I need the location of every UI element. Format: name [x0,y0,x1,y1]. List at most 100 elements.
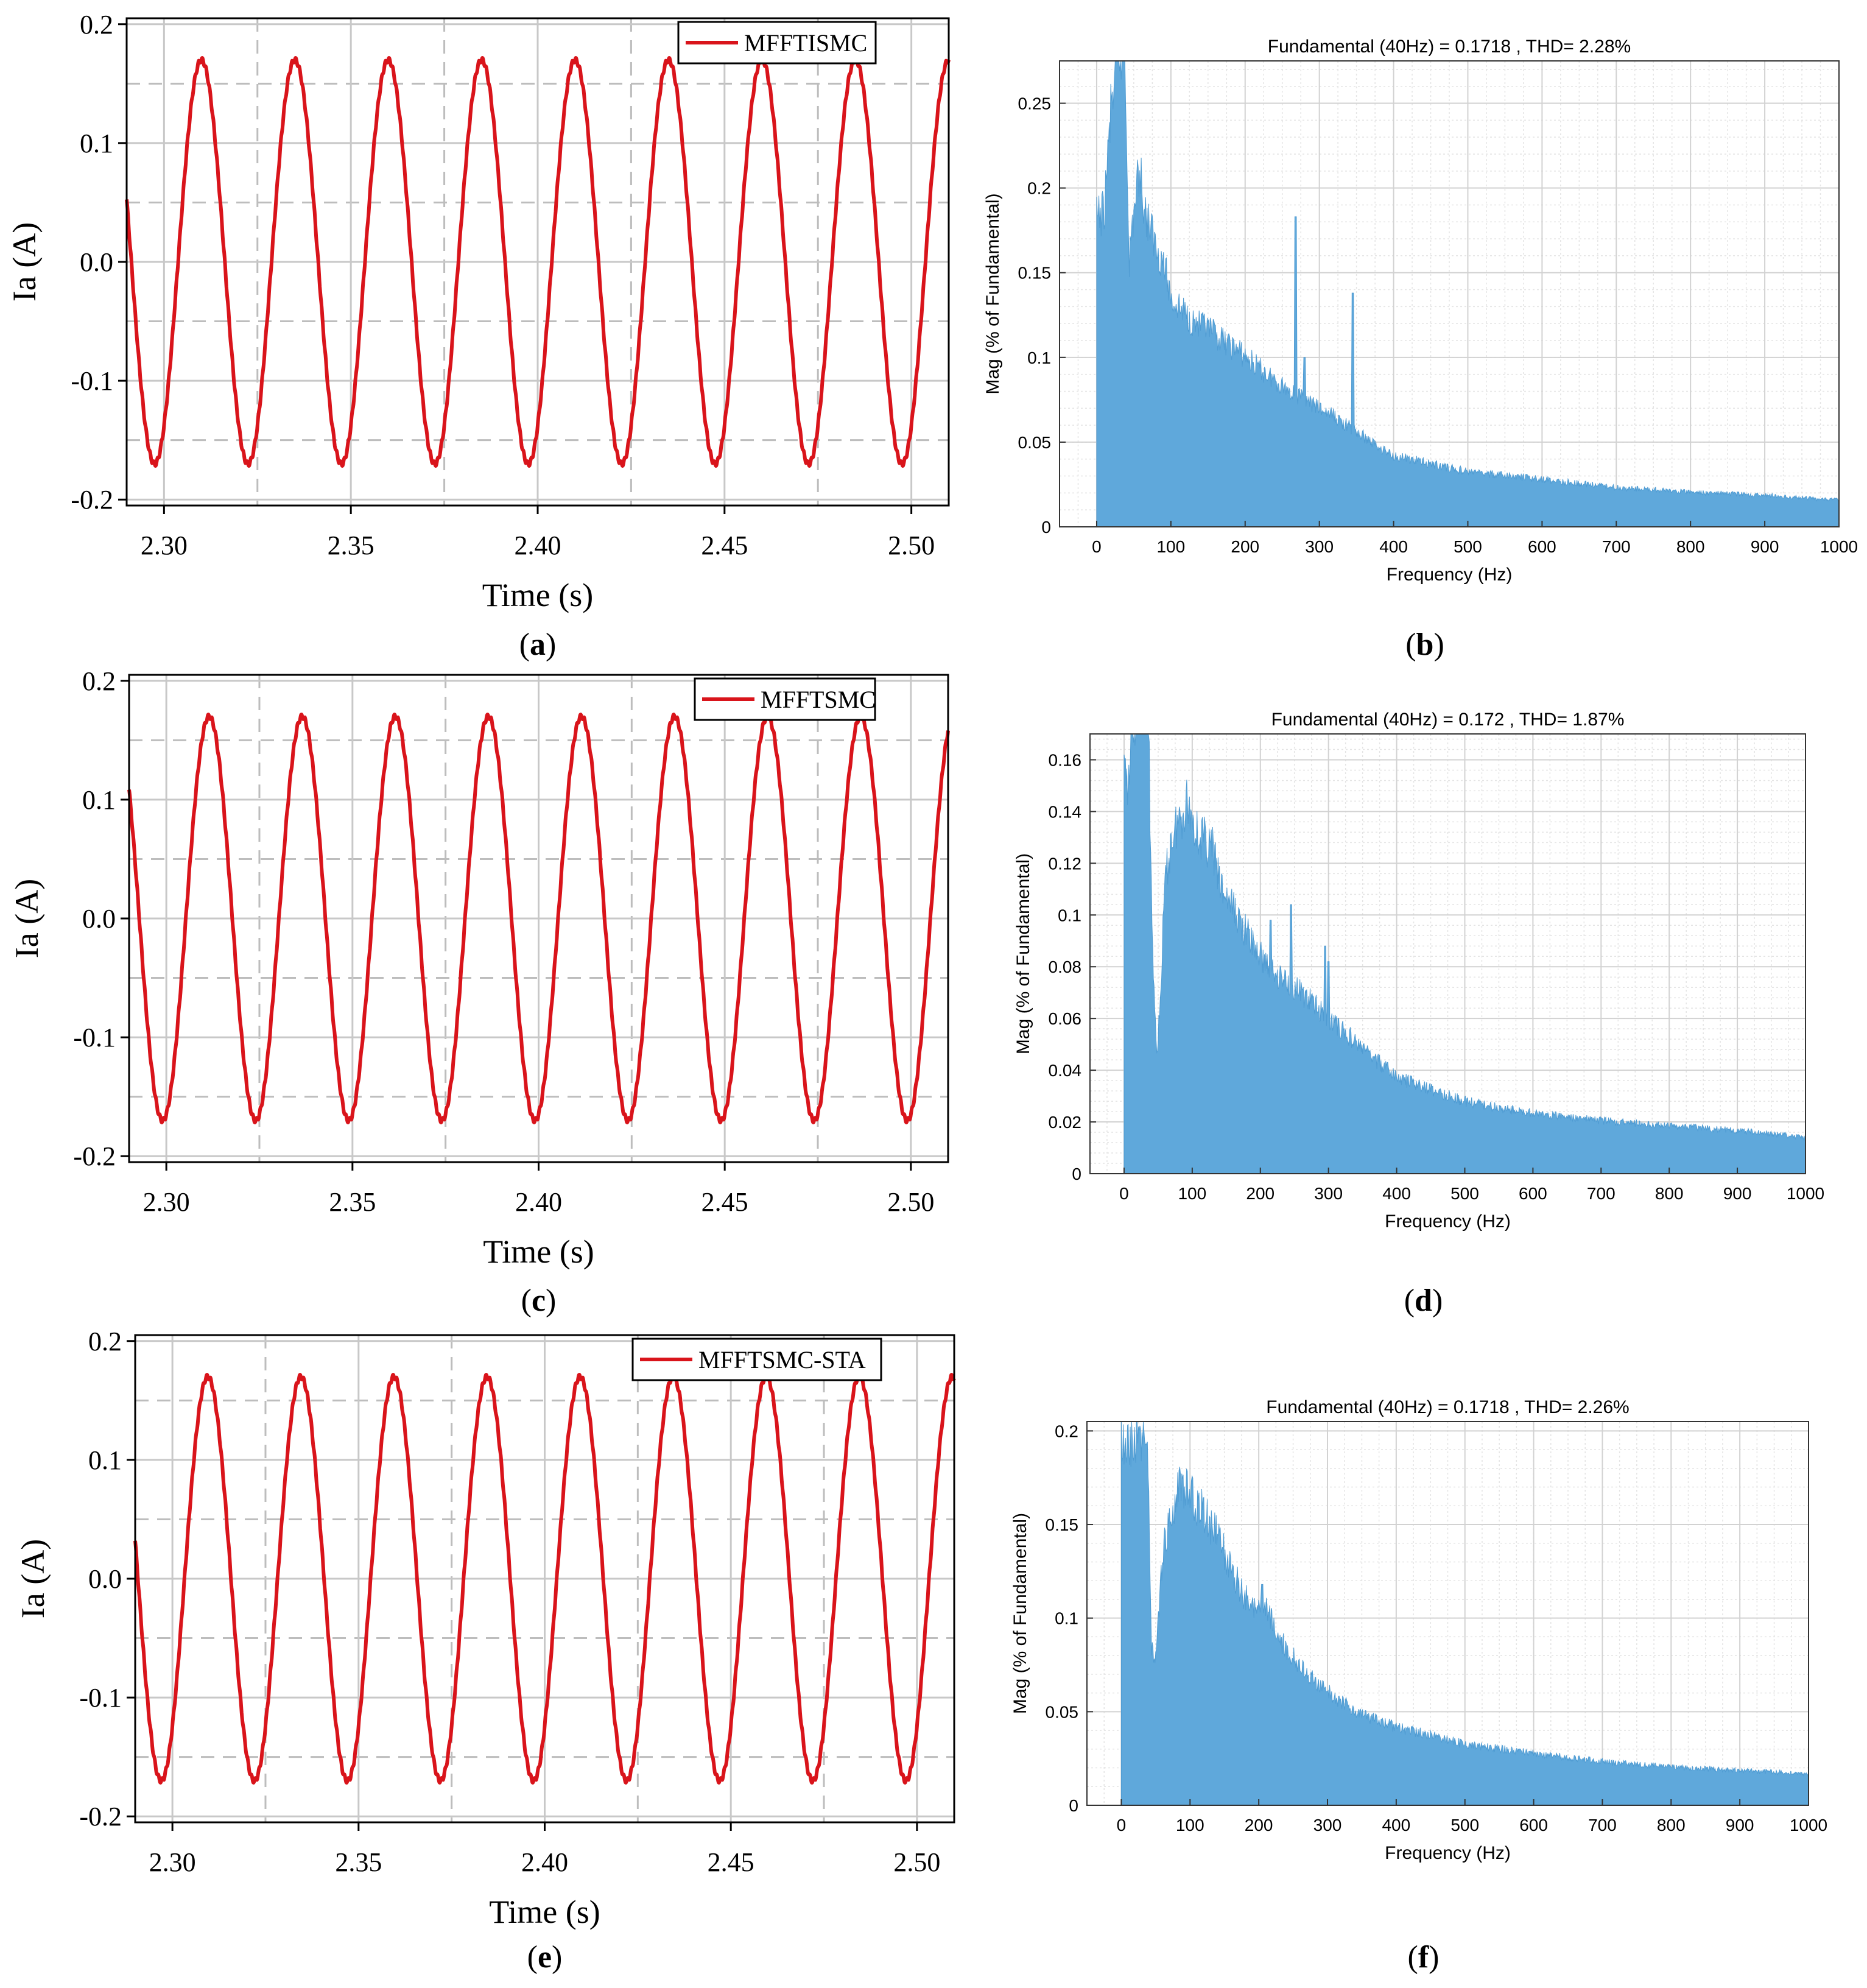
panel-caption-letter: e [538,1940,552,1975]
y-tick-label: -0.2 [79,1802,122,1831]
x-tick-label: 2.45 [701,1187,748,1217]
x-tick-label: 2.35 [329,1187,376,1217]
x-tick-label: 500 [1454,537,1482,556]
x-tick-label: 400 [1382,1816,1410,1835]
x-tick-label: 0 [1119,1184,1129,1203]
y-tick-label: 0.25 [1018,94,1052,113]
x-tick-label: 0 [1092,537,1102,556]
y-tick-label: 0.2 [1027,179,1051,198]
y-tick-label: 0 [1041,518,1051,537]
time-panel-a: 2.30 2.35 2.40 2.45 2.50 0.2 0.1 0.0 -0.1 -0.2 Tim… [6,10,951,613]
spectrum-bars [1120,1421,1809,1806]
y-tick-label: 0.02 [1049,1113,1082,1132]
series-line [125,56,951,468]
y-tick-label: 0.0 [80,247,113,277]
x-tick-label: 2.45 [708,1847,754,1877]
panel-caption-letter: c [532,1283,546,1318]
y-tick-label: 0.05 [1018,433,1052,452]
legend: MFFTSMC [694,677,876,721]
y-tick-label: -0.1 [79,1683,122,1713]
y-axis-label: Ia (A) [15,1539,51,1618]
x-tick-label: 100 [1176,1816,1204,1835]
y-tick-label: 0.14 [1049,802,1082,821]
spectrum-panel-d: 0 100 200 300 400 500 600 700 800 900 1000 0 0.02 0.0… [1013,710,1824,1232]
y-tick-label: 0.05 [1046,1702,1079,1721]
spectrum-panel-b: 0 100 200 300 400 500 600 700 800 900 1000 0 0.05 0.1… [983,37,1858,585]
x-tick-label: 800 [1655,1184,1684,1203]
x-tick-label: 500 [1450,1816,1479,1835]
x-tick-label: 200 [1246,1184,1275,1203]
y-tick-label: 0.2 [82,666,116,696]
x-tick-label: 800 [1676,537,1705,556]
y-tick-label: 0 [1072,1165,1081,1183]
panel-caption-letter: b [1416,627,1434,662]
y-axis-label: Ia (A) [6,222,43,301]
y-tick-label: -0.2 [71,485,113,515]
x-tick-label: 200 [1245,1816,1273,1835]
x-tick-label: 700 [1587,1184,1616,1203]
y-tick-label: 0.15 [1018,264,1052,283]
plot-frame [1086,1421,1809,1806]
x-tick-label: 300 [1305,537,1334,556]
y-tick-label: -0.2 [73,1141,116,1171]
y-tick-label: 0.1 [1055,1609,1078,1628]
panel-caption-letter: d [1415,1283,1432,1318]
x-tick-label: 200 [1231,537,1259,556]
x-tick-label: 2.40 [521,1847,568,1877]
x-tick-label: 400 [1382,1184,1411,1203]
legend-label: MFFTISMC [744,29,867,57]
x-tick-label: 100 [1156,537,1185,556]
y-tick-label: 0.16 [1049,750,1082,769]
panel-caption-letter: f [1418,1940,1429,1975]
x-axis-label: Frequency (Hz) [1385,1211,1511,1232]
y-tick-label: 0.1 [80,129,113,158]
x-tick-label: 400 [1379,537,1408,556]
y-tick-label: 0.2 [88,1327,122,1356]
y-axis-label: Ia (A) [9,879,45,958]
spectrum-panel-f: 0 100 200 300 400 500 600 700 800 900 1000 0 0.05 0.1… [1010,1397,1827,1863]
x-tick-label: 2.35 [335,1847,382,1877]
x-tick-label: 1000 [1820,537,1858,556]
spectrum-bars [1096,60,1840,527]
x-axis-label: Time (s) [482,577,594,613]
x-tick-label: 2.30 [149,1847,196,1877]
x-tick-label: 0 [1117,1816,1127,1835]
x-tick-label: 700 [1588,1816,1617,1835]
x-tick-label: 500 [1450,1184,1479,1203]
x-tick-label: 2.30 [141,530,188,560]
time-panel-c: 2.30 2.35 2.40 2.45 2.50 0.2 0.1 0.0 -0.1 -0.2 Tim… [9,666,950,1270]
x-tick-label: 600 [1519,1184,1547,1203]
x-tick-label: 2.50 [893,1847,940,1877]
series-line [127,713,950,1124]
chart-title: Fundamental (40Hz) = 0.1718 , THD= 2.28% [1268,37,1631,57]
y-axis-label: Mag (% of Fundamental) [1013,853,1033,1054]
y-tick-label: -0.1 [71,366,113,396]
y-tick-label: 0.06 [1049,1009,1082,1028]
y-tick-label: 0.1 [88,1445,122,1475]
x-tick-label: 2.50 [888,530,935,560]
y-tick-label: 0.0 [88,1564,122,1594]
series-line [133,1373,956,1785]
panel-caption: (d) [1404,1283,1443,1318]
x-tick-label: 900 [1723,1184,1752,1203]
y-tick-label: 0.1 [82,785,116,815]
y-tick-label: 0.04 [1049,1061,1082,1080]
x-axis-label: Time (s) [489,1894,600,1930]
x-tick-label: 2.40 [515,1187,562,1217]
x-tick-label: 2.45 [701,530,748,560]
x-tick-label: 900 [1751,537,1779,556]
y-axis-label: Mag (% of Fundamental) [983,193,1003,394]
x-tick-label: 1000 [1790,1816,1827,1835]
plot-frame [1089,733,1806,1174]
x-tick-label: 800 [1657,1816,1686,1835]
time-panel-e: 2.30 2.35 2.40 2.45 2.50 0.2 0.1 0.0 -0.1 -0.2 Tim… [15,1327,956,1930]
panel-caption: (c) [521,1283,557,1318]
x-tick-label: 700 [1602,537,1631,556]
legend: MFFTISMC [677,21,877,65]
x-tick-label: 2.30 [143,1187,190,1217]
y-tick-label: -0.1 [73,1023,116,1052]
plot-frame [1059,60,1840,527]
legend-label: MFFTSMC [761,686,876,713]
spectrum-bars [1123,733,1806,1174]
